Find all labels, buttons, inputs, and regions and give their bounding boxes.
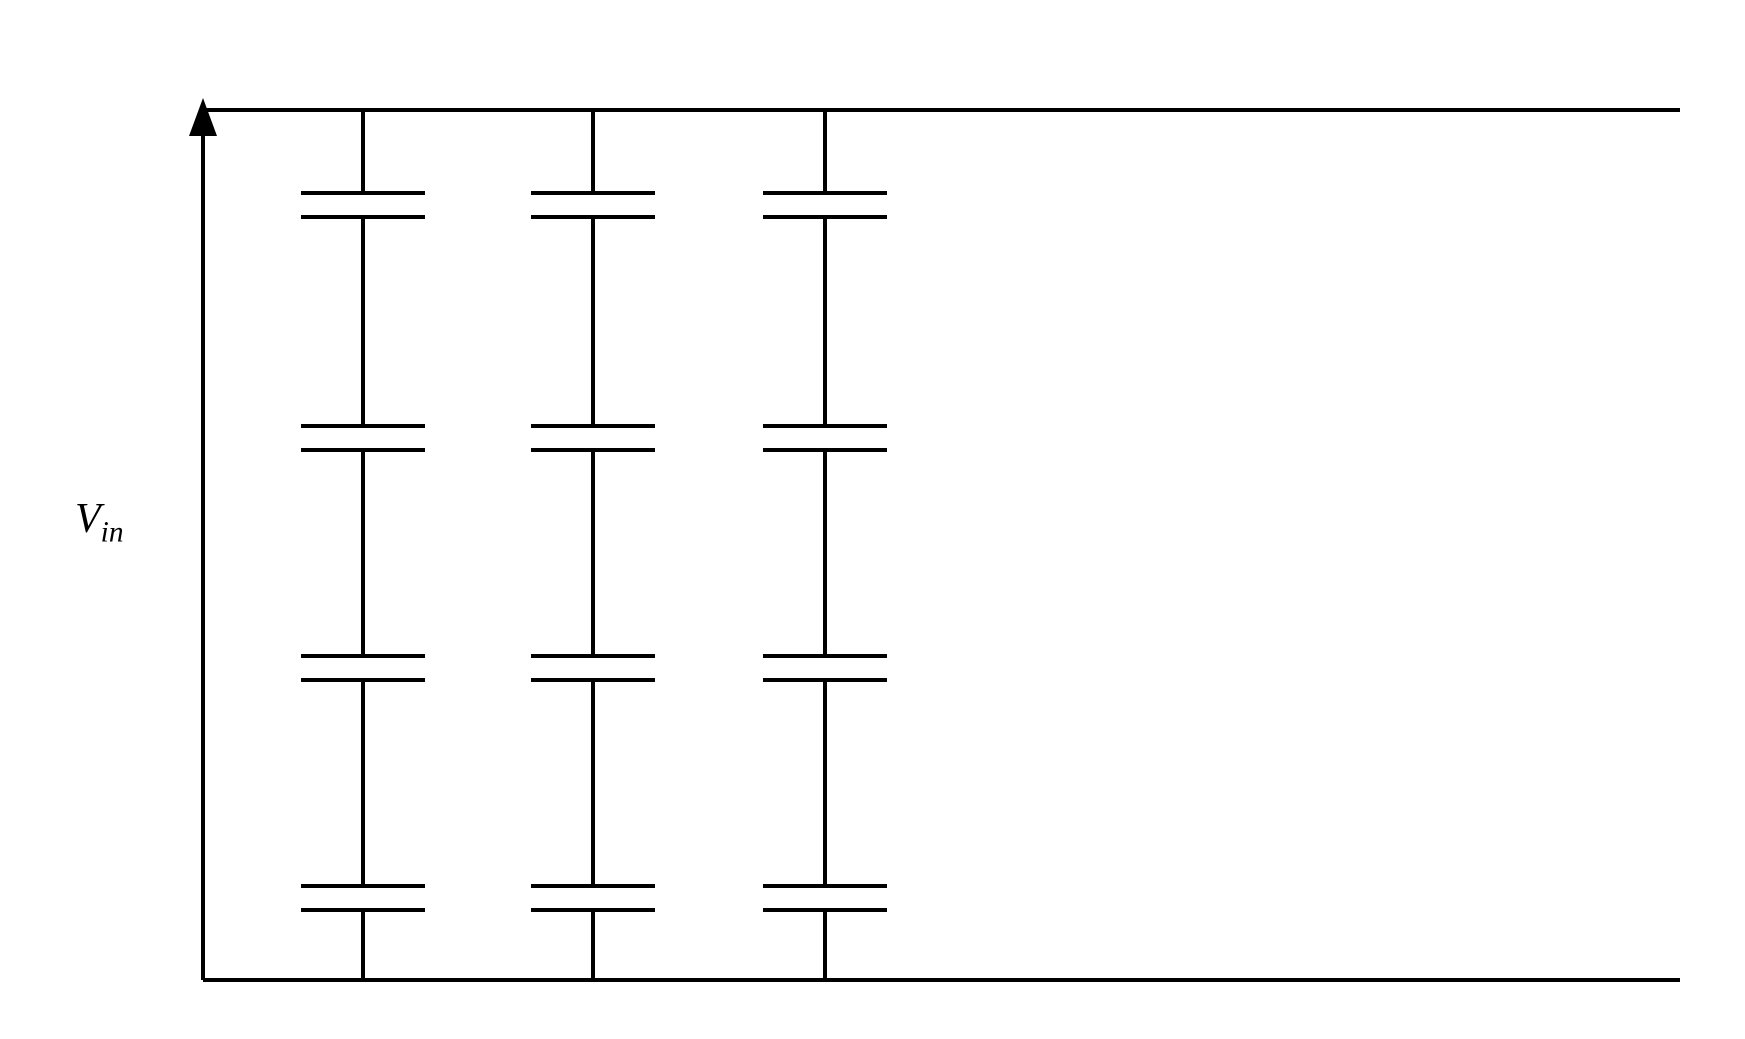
circuit-svg: [60, 50, 1680, 1010]
vin-label: Vin: [75, 495, 124, 549]
circuit-diagram: Vin: [60, 50, 1680, 990]
vin-sub: in: [101, 516, 124, 548]
vin-main: V: [75, 496, 101, 542]
